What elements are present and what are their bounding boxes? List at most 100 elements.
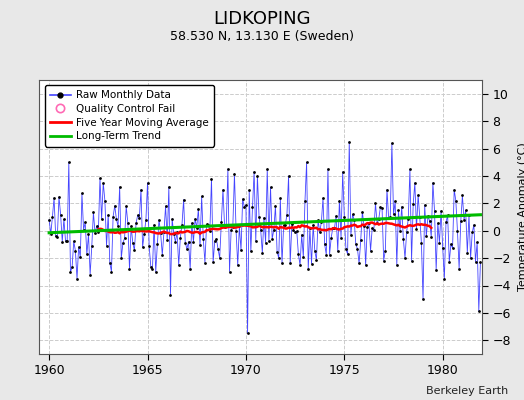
Point xyxy=(276,195,285,202)
Point xyxy=(140,230,148,237)
Point xyxy=(450,186,458,193)
Point xyxy=(342,246,350,253)
Point xyxy=(285,173,293,179)
Point xyxy=(84,231,93,238)
Point xyxy=(278,260,286,267)
Point xyxy=(407,257,416,264)
Point xyxy=(456,218,465,225)
Point xyxy=(312,257,321,263)
Point xyxy=(161,203,170,209)
Point xyxy=(437,208,445,214)
Point xyxy=(465,212,473,218)
Point xyxy=(147,264,155,270)
Point xyxy=(288,221,296,227)
Point xyxy=(458,192,466,199)
Point xyxy=(404,216,412,222)
Point xyxy=(145,243,154,250)
Point xyxy=(204,222,212,228)
Point xyxy=(414,192,422,198)
Point xyxy=(96,175,104,182)
Point xyxy=(460,216,468,223)
Point xyxy=(245,187,254,194)
Point xyxy=(378,204,386,211)
Point xyxy=(183,246,191,252)
Point xyxy=(391,198,399,204)
Point xyxy=(340,214,348,220)
Point xyxy=(151,269,160,275)
Point xyxy=(455,266,463,272)
Point xyxy=(434,220,442,226)
Point xyxy=(308,261,316,267)
Point xyxy=(327,234,335,241)
Point xyxy=(141,217,150,223)
Point xyxy=(89,209,97,216)
Point xyxy=(417,240,425,246)
Point xyxy=(238,196,247,202)
Point xyxy=(435,240,444,246)
Point xyxy=(104,212,112,218)
Point xyxy=(392,262,401,268)
Point xyxy=(63,238,71,244)
Point xyxy=(355,260,363,267)
Point xyxy=(381,247,389,254)
Point xyxy=(329,224,337,231)
Point xyxy=(168,216,177,222)
Point xyxy=(305,225,314,232)
Point xyxy=(334,248,342,254)
Point xyxy=(166,292,174,298)
Point xyxy=(449,245,457,251)
Point xyxy=(57,211,65,218)
Point xyxy=(424,213,432,220)
Point xyxy=(386,214,395,220)
Point xyxy=(373,220,381,227)
Point xyxy=(372,200,380,206)
Point xyxy=(271,203,280,209)
Point xyxy=(299,254,308,260)
Point xyxy=(157,230,165,237)
Point xyxy=(419,296,427,302)
Point xyxy=(273,248,281,255)
Legend: Raw Monthly Data, Quality Control Fail, Five Year Moving Average, Long-Term Tren: Raw Monthly Data, Quality Control Fail, … xyxy=(45,85,214,146)
Point xyxy=(281,222,289,228)
Point xyxy=(189,238,198,245)
Point xyxy=(411,180,419,186)
Point xyxy=(132,220,140,226)
Point xyxy=(443,212,452,219)
Point xyxy=(242,202,250,208)
Point xyxy=(356,237,365,243)
Point xyxy=(178,222,186,228)
Point xyxy=(347,232,355,238)
Point xyxy=(270,226,278,233)
Point xyxy=(99,180,107,186)
Point xyxy=(389,211,398,218)
Point xyxy=(237,247,245,254)
Point xyxy=(102,243,111,249)
Point xyxy=(473,239,482,245)
Point xyxy=(416,214,424,221)
Point xyxy=(51,233,60,240)
Point xyxy=(263,166,271,172)
Point xyxy=(471,258,479,265)
Text: 58.530 N, 13.130 E (Sweden): 58.530 N, 13.130 E (Sweden) xyxy=(170,30,354,43)
Point xyxy=(106,260,114,266)
Point xyxy=(304,266,312,272)
Point xyxy=(127,223,135,229)
Point xyxy=(78,190,86,196)
Point xyxy=(174,262,183,268)
Text: LIDKOPING: LIDKOPING xyxy=(213,10,311,28)
Point xyxy=(360,223,368,229)
Point xyxy=(81,219,90,226)
Point xyxy=(186,266,194,272)
Point xyxy=(376,204,385,210)
Point xyxy=(235,223,244,230)
Point xyxy=(74,244,83,250)
Point xyxy=(466,255,475,261)
Point xyxy=(452,198,460,204)
Point xyxy=(125,266,134,272)
Point xyxy=(76,254,84,260)
Point xyxy=(286,260,294,266)
Point xyxy=(171,238,180,245)
Point xyxy=(199,236,208,242)
Point xyxy=(217,219,225,226)
Point xyxy=(47,231,55,237)
